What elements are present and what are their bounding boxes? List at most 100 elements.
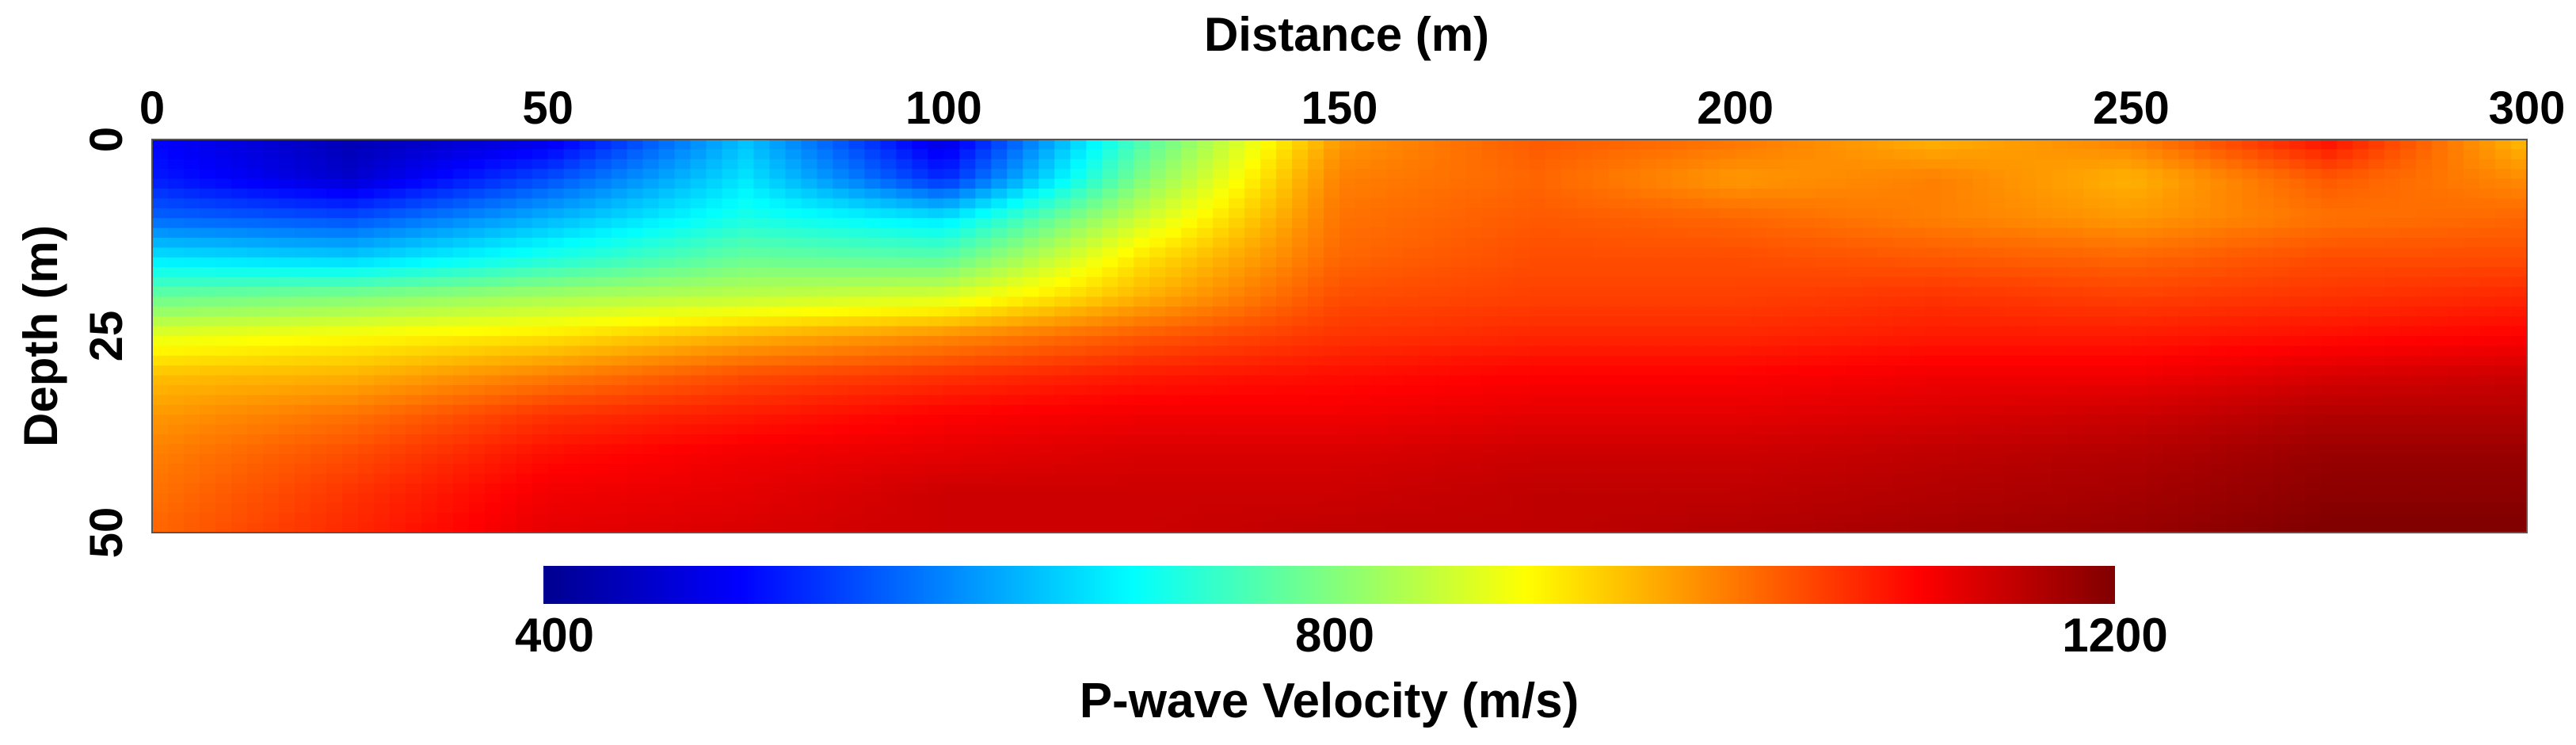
- heatmap-cell: [2321, 346, 2338, 357]
- heatmap-cell: [1007, 189, 1024, 200]
- heatmap-cell: [1814, 267, 1831, 278]
- heatmap-cell: [1086, 267, 1103, 278]
- heatmap-cell: [2384, 198, 2401, 209]
- heatmap-cell: [152, 267, 169, 278]
- heatmap-cell: [1925, 395, 1942, 406]
- heatmap-cell: [199, 257, 216, 268]
- heatmap-cell: [294, 424, 311, 435]
- heatmap-cell: [294, 267, 311, 278]
- heatmap-cell: [199, 385, 216, 396]
- heatmap-cell: [1324, 189, 1340, 200]
- heatmap-cell: [1165, 227, 1182, 239]
- heatmap-cell: [1513, 385, 1530, 396]
- heatmap-cell: [2495, 257, 2512, 268]
- heatmap-cell: [611, 415, 628, 426]
- heatmap-cell: [627, 218, 644, 229]
- heatmap-cell: [2432, 375, 2448, 386]
- heatmap-cell: [1450, 159, 1467, 170]
- heatmap-cell: [183, 464, 200, 475]
- heatmap-cell: [1038, 169, 1056, 180]
- heatmap-cell: [611, 375, 628, 386]
- heatmap-cell: [1355, 277, 1372, 288]
- heatmap-cell: [848, 257, 866, 268]
- heatmap-cell: [2400, 453, 2417, 464]
- heatmap-cell: [516, 149, 533, 160]
- heatmap-cell: [769, 365, 787, 376]
- heatmap-cell: [1434, 277, 1451, 288]
- heatmap-cell: [1038, 208, 1056, 219]
- heatmap-cell: [2305, 287, 2322, 298]
- heatmap-cell: [642, 178, 660, 189]
- heatmap-cell: [2099, 453, 2117, 464]
- heatmap-cell: [2163, 218, 2180, 229]
- heatmap-cell: [769, 444, 787, 455]
- heatmap-cell: [373, 257, 391, 268]
- heatmap-cell: [642, 434, 660, 445]
- heatmap-cell: [1957, 306, 1974, 317]
- heatmap-cell: [1671, 444, 1689, 455]
- heatmap-cell: [1925, 385, 1942, 396]
- heatmap-cell: [1640, 189, 1657, 200]
- heatmap-cell: [2479, 415, 2496, 426]
- heatmap-cell: [2400, 385, 2417, 396]
- heatmap-cell: [2083, 198, 2101, 209]
- heatmap-cell: [959, 238, 977, 249]
- heatmap-cell: [1656, 444, 1673, 455]
- heatmap-cell: [199, 434, 216, 445]
- heatmap-cell: [1229, 247, 1245, 258]
- heatmap-cell: [1751, 316, 1768, 327]
- heatmap-cell: [2337, 404, 2353, 415]
- heatmap-cell: [2337, 326, 2353, 337]
- heatmap-cell: [1213, 247, 1229, 258]
- heatmap-cell: [1134, 424, 1150, 435]
- heatmap-cell: [2337, 375, 2353, 386]
- heatmap-cell: [1181, 404, 1198, 415]
- heatmap-cell: [2495, 434, 2512, 445]
- heatmap-cell: [1038, 159, 1056, 170]
- heatmap-cell: [943, 277, 961, 288]
- heatmap-cell: [1988, 404, 2006, 415]
- heatmap-cell: [2036, 178, 2053, 189]
- heatmap-cell: [1118, 316, 1134, 327]
- heatmap-cell: [2115, 139, 2132, 151]
- heatmap-cell: [167, 306, 185, 317]
- heatmap-cell: [737, 395, 755, 406]
- heatmap-cell: [547, 365, 565, 376]
- heatmap-cell: [991, 375, 1008, 386]
- heatmap-cell: [2036, 198, 2053, 209]
- heatmap-cell: [405, 267, 422, 278]
- heatmap-cell: [373, 395, 391, 406]
- heatmap-cell: [2067, 365, 2085, 376]
- heatmap-cell: [1909, 159, 1926, 170]
- heatmap-cell: [373, 227, 391, 239]
- heatmap-cell: [1671, 316, 1689, 327]
- heatmap-cell: [215, 189, 232, 200]
- heatmap-cell: [246, 355, 264, 366]
- heatmap-cell: [1893, 346, 1911, 357]
- heatmap-cell: [674, 296, 692, 308]
- heatmap-cell: [484, 434, 501, 445]
- heatmap-cell: [2353, 287, 2369, 298]
- heatmap-cell: [2273, 227, 2290, 239]
- heatmap-cell: [1560, 149, 1578, 160]
- heatmap-cell: [1671, 149, 1689, 160]
- heatmap-cell: [1529, 404, 1546, 415]
- heatmap-cell: [2163, 159, 2180, 170]
- heatmap-cell: [2368, 227, 2385, 239]
- heatmap-cell: [1893, 198, 1911, 209]
- heatmap-cell: [484, 169, 501, 180]
- heatmap-cell: [1687, 346, 1705, 357]
- heatmap-cell: [1830, 444, 1847, 455]
- heatmap-cell: [2321, 189, 2338, 200]
- heatmap-cell: [1624, 375, 1641, 386]
- heatmap-cell: [1102, 169, 1118, 180]
- heatmap-cell: [2178, 198, 2196, 209]
- heatmap-cell: [1355, 247, 1372, 258]
- heatmap-cell: [595, 404, 612, 415]
- heatmap-cell: [1957, 227, 1974, 239]
- heatmap-cell: [326, 415, 343, 426]
- heatmap-cell: [1735, 238, 1752, 249]
- heatmap-cell: [1972, 139, 1990, 151]
- heatmap-cell: [975, 453, 993, 464]
- heatmap-cell: [2004, 404, 2022, 415]
